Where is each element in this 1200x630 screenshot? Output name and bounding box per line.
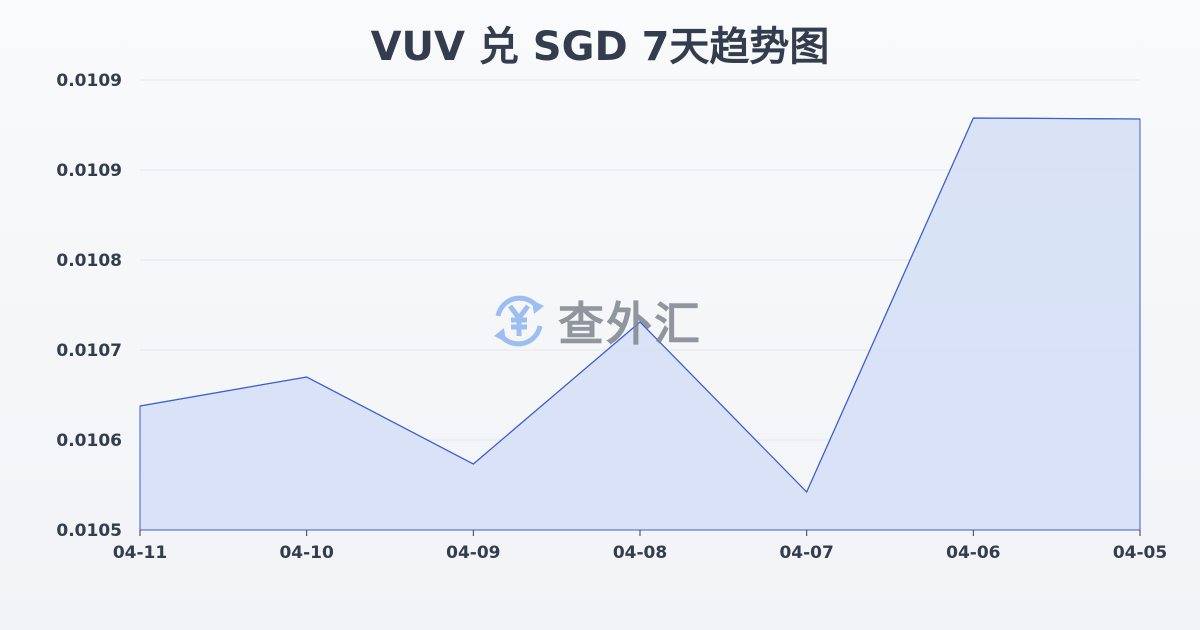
- x-tick-label: 04-05: [1113, 543, 1167, 563]
- chart-title: VUV 兑 SGD 7天趋势图: [370, 24, 830, 70]
- y-tick-label: 0.0106: [56, 431, 122, 451]
- data-point: [806, 491, 808, 493]
- x-tick-label: 04-09: [446, 543, 500, 563]
- watermark: 查外汇: [488, 288, 702, 354]
- data-point: [306, 376, 308, 378]
- y-tick-label: 0.0109: [56, 161, 122, 181]
- yen-exchange-icon: [494, 295, 544, 347]
- x-tick-label: 04-08: [613, 543, 667, 563]
- data-point: [139, 405, 141, 407]
- data-point: [472, 463, 474, 465]
- x-tick-label: 04-11: [113, 543, 167, 563]
- x-tick-label: 04-07: [779, 543, 833, 563]
- y-tick-label: 0.0109: [56, 71, 122, 91]
- x-tick-label: 04-06: [946, 543, 1000, 563]
- x-tick-label: 04-10: [279, 543, 334, 563]
- data-point: [1139, 118, 1141, 120]
- y-tick-label: 0.0105: [56, 521, 122, 541]
- data-point: [639, 321, 641, 323]
- watermark-text: 查外汇: [558, 297, 702, 351]
- y-tick-label: 0.0108: [56, 251, 122, 271]
- y-tick-label: 0.0107: [56, 341, 122, 361]
- data-point: [972, 117, 974, 119]
